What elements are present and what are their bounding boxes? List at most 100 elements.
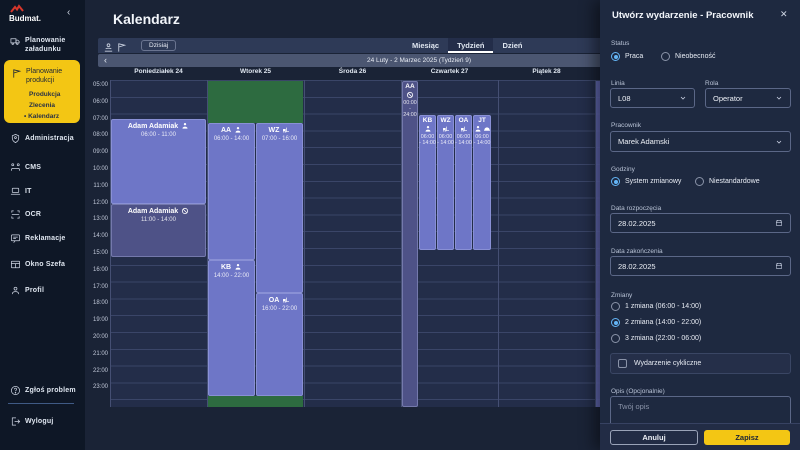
sidebar-active-group[interactable]: Planowanie produkcji Produkcja Zlecenia …: [4, 60, 80, 123]
radio-praca[interactable]: Praca: [611, 52, 643, 61]
sidebar-item-reklamacje[interactable]: Reklamacje: [0, 231, 85, 245]
event-kb-shift[interactable]: KB 06:00- 14:00: [419, 115, 436, 250]
truck-icon: [10, 36, 21, 47]
linia-select[interactable]: L08: [610, 88, 695, 108]
view-tabs: Miesiąc Tydzień Dzień: [403, 38, 532, 53]
cyclic-event-checkbox-row[interactable]: Wydarzenie cykliczne: [610, 353, 791, 374]
time-label: 20:00: [92, 334, 108, 340]
sidebar-item-wyloguj[interactable]: Wyloguj: [0, 414, 85, 428]
cancel-button[interactable]: Anuluj: [610, 430, 698, 445]
sidebar-subitem-produkcja[interactable]: Produkcja: [29, 91, 61, 98]
prev-week-icon[interactable]: ‹: [104, 55, 107, 65]
radio-zmiana-1[interactable]: 1 zmiana (06:00 - 14:00): [611, 302, 701, 311]
time-label: 23:00: [92, 384, 108, 390]
forklift-icon: [442, 125, 450, 133]
time-label: 14:00: [92, 233, 108, 239]
event-adam-adamiak-work[interactable]: Adam Adamiak 06:00 - 11:00: [111, 119, 206, 204]
calendar-icon: [775, 262, 783, 270]
sidebar-item-label: Zgłoś problem: [25, 386, 76, 394]
time-label: 17:00: [92, 284, 108, 290]
week-navigation-bar: ‹ 24 Luty - 2 Marzec 2025 (Tydzień 9): [98, 54, 740, 67]
assign-user-icon[interactable]: [103, 40, 114, 52]
time-label: 19:00: [92, 317, 108, 323]
radio-niestandardowe[interactable]: Niestandardowe: [695, 177, 760, 186]
event-oa-shift[interactable]: OA 06:00- 14:00: [455, 115, 472, 250]
shift-marker-green[interactable]: [208, 81, 303, 123]
sidebar-item-zglos-problem[interactable]: Zgłoś problem: [0, 383, 85, 397]
sidebar-item-it[interactable]: IT: [0, 184, 85, 198]
tab-day[interactable]: Dzień: [502, 41, 523, 50]
pracownik-select[interactable]: Marek Adamski: [610, 131, 791, 152]
data-zakonczenia-input[interactable]: 28.02.2025: [610, 256, 791, 276]
close-icon[interactable]: ✕: [780, 9, 788, 19]
logo-text: Budmat.: [9, 14, 41, 23]
sidebar-item-planowanie-zaladunku[interactable]: Planowanie załadunku: [0, 34, 85, 56]
time-label: 09:00: [92, 149, 108, 155]
shift-marker-green[interactable]: [208, 396, 303, 407]
production-flag-icon[interactable]: [116, 40, 127, 52]
radio-icon: [611, 334, 620, 343]
radio-icon: [611, 318, 620, 327]
event-kb-work[interactable]: KB 14:00 - 22:00: [208, 260, 255, 396]
radio-system-zmianowy[interactable]: System zmianowy: [611, 177, 681, 186]
sidebar-subitem-kalendarz[interactable]: • Kalendarz: [24, 113, 60, 120]
event-aa-fullday-absence[interactable]: AA 00:00- 24:00: [402, 81, 418, 407]
cms-icon: [10, 162, 21, 173]
event-wz-shift[interactable]: WZ 06:00- 14:00: [437, 115, 454, 250]
zmiany-label: Zmiany: [611, 292, 633, 299]
data-rozpoczecia-input[interactable]: 28.02.2025: [610, 213, 791, 233]
question-circle-icon: [10, 385, 21, 396]
calendar-toolbar: Dzisiaj Miesiąc Tydzień Dzień: [98, 38, 740, 53]
grid-column-line: [110, 80, 111, 407]
radio-zmiana-3[interactable]: 3 zmiana (22:00 - 06:00): [611, 334, 701, 343]
blocked-icon: [181, 207, 189, 215]
sidebar-item-ocr[interactable]: OCR: [0, 207, 85, 221]
sidebar-collapse-icon[interactable]: ‹: [67, 7, 71, 18]
date-range-label: 24 Luty - 2 Marzec 2025 (Tydzień 9): [366, 57, 472, 64]
sidebar-subitem-zlecenia[interactable]: Zlecenia: [29, 102, 56, 109]
event-wz-work[interactable]: WZ 07:00 - 16:00: [256, 123, 303, 293]
event-aa-work[interactable]: AA 06:00 - 14:00: [208, 123, 255, 260]
sidebar: Budmat. ‹ Planowanie załadunku Planowani…: [0, 0, 85, 450]
sidebar-divider: [8, 403, 74, 404]
sidebar-item-label: Planowanie produkcji: [26, 68, 63, 84]
today-button[interactable]: Dzisiaj: [141, 40, 177, 51]
day-header-wednesday: Środa 26: [338, 68, 367, 75]
tab-week[interactable]: Tydzień: [448, 38, 494, 53]
sidebar-item-administracja[interactable]: Administracja: [0, 131, 85, 145]
rola-select[interactable]: Operator: [705, 88, 791, 108]
sidebar-item-okno-szefa[interactable]: Okno Szefa: [0, 257, 85, 271]
day-header-tuesday: Wtorek 25: [239, 68, 272, 75]
radio-zmiana-2[interactable]: 2 zmiana (14:00 - 22:00): [611, 318, 701, 327]
budmat-logo-icon: [10, 4, 24, 13]
blocked-icon: [406, 91, 414, 99]
radio-nieobecnosc[interactable]: Nieobecność: [661, 52, 715, 61]
sidebar-item-cms[interactable]: CMS: [0, 160, 85, 174]
event-adam-adamiak-absence[interactable]: Adam Adamiak 11:00 - 14:00: [111, 204, 206, 257]
sidebar-item-label: Administracja: [25, 134, 74, 142]
chat-icon: [10, 233, 21, 244]
rola-label: Rola: [705, 80, 719, 87]
person-icon: [474, 125, 482, 133]
time-label: 15:00: [92, 250, 108, 256]
event-oa-work[interactable]: OA 16:00 - 22:00: [256, 293, 303, 396]
window-icon: [10, 259, 21, 270]
partial-event-strip[interactable]: [596, 81, 601, 407]
save-button[interactable]: Zapisz: [704, 430, 790, 445]
person-icon: [181, 122, 189, 130]
time-label: 12:00: [92, 200, 108, 206]
sidebar-item-label: OCR: [25, 210, 42, 218]
sidebar-item-profil[interactable]: Profil: [0, 283, 85, 297]
grid-column-line: [498, 80, 499, 407]
tab-month[interactable]: Miesiąc: [412, 41, 440, 50]
godziny-label: Godziny: [611, 166, 635, 173]
grid-column-line: [401, 80, 402, 407]
time-label: 16:00: [92, 267, 108, 273]
sidebar-item-label: Okno Szefa: [25, 260, 66, 268]
chevron-down-icon: [775, 138, 783, 146]
description-textarea[interactable]: Twój opis: [610, 396, 791, 426]
event-jt-shift[interactable]: JT 06:00- 14:00: [473, 115, 491, 250]
time-label: 07:00: [92, 116, 108, 122]
data-zakonczenia-label: Data zakończenia: [611, 248, 663, 255]
day-header-monday: Poniedziałek 24: [134, 68, 183, 75]
